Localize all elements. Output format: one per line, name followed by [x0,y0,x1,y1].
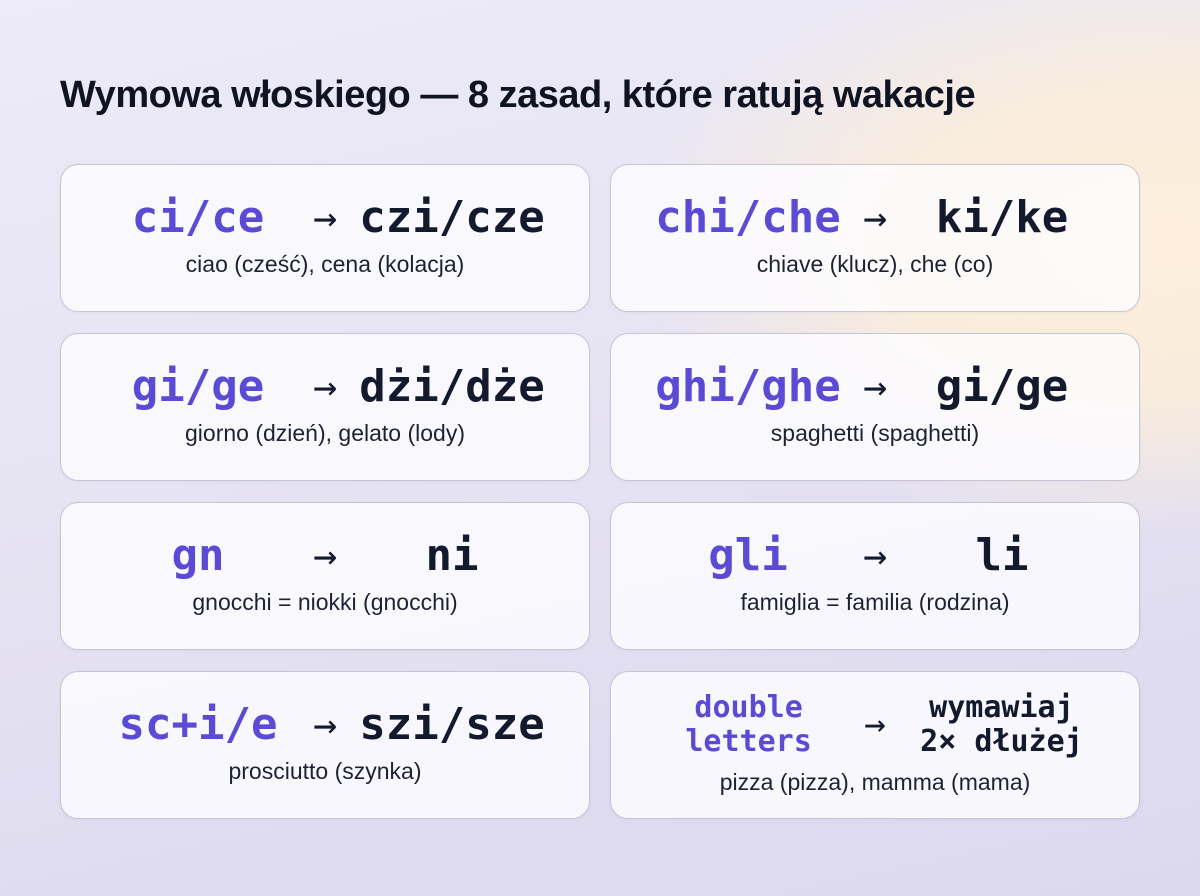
rule-example: giorno (dzień), gelato (lody) [185,420,465,447]
rule-result: czi/cze [359,191,545,243]
page-title: Wymowa włoskiego — 8 zasad, które ratują… [60,74,976,116]
rule-example: famiglia = familia (rodzina) [740,589,1010,616]
rule-result: li [975,529,1029,581]
rule-result: szi/sze [359,698,545,750]
rule-example: chiave (klucz), che (co) [756,251,994,278]
rule-example: prosciutto (szynka) [228,758,422,785]
rule-card-ghi-ghe: ghi/ghe → gi/ge spaghetti (spaghetti) [610,333,1140,481]
rule-row: ghi/ghe → gi/ge [639,360,1111,412]
rule-row: sc+i/e → szi/sze [89,698,561,750]
rule-row: chi/che → ki/ke [639,191,1111,243]
rule-example: gnocchi = niokki (gnocchi) [192,589,458,616]
rule-result: ni [425,529,479,581]
rule-result: ki/ke [935,191,1069,243]
rule-card-gn: gn → ni gnocchi = niokki (gnocchi) [60,502,590,650]
rule-source: gn [171,529,225,581]
rule-row: gn → ni [89,529,561,581]
rule-row: gli → li [639,529,1111,581]
rule-card-gi-ge: gi/ge → dżi/dże giorno (dzień), gelato (… [60,333,590,481]
rule-source: gli [708,529,788,581]
arrow-icon: → [862,363,888,410]
rule-source: chi/che [655,191,841,243]
arrow-icon: → [312,194,338,241]
rule-result: wymawiaj 2× dłużej [920,689,1083,759]
rule-result: dżi/dże [359,360,545,412]
rules-grid: ci/ce → czi/cze ciao (cześć), cena (kola… [60,164,1140,819]
rule-source: ci/ce [131,191,265,243]
rule-row: gi/ge → dżi/dże [89,360,561,412]
rule-row: double letters → wymawiaj 2× dłużej [639,689,1111,760]
rule-example: pizza (pizza), mamma (mama) [719,768,1031,795]
rule-source: sc+i/e [118,698,278,750]
rule-source: ghi/ghe [655,360,841,412]
rule-example: spaghetti (spaghetti) [770,420,980,447]
arrow-icon: → [864,704,886,746]
arrow-icon: → [312,532,338,579]
rule-example: ciao (cześć), cena (kolacja) [185,251,465,278]
arrow-icon: → [312,701,338,748]
rule-card-gli: gli → li famiglia = familia (rodzina) [610,502,1140,650]
rule-card-sc-i-e: sc+i/e → szi/sze prosciutto (szynka) [60,671,590,819]
rule-source: double letters [685,689,812,759]
arrow-icon: → [862,532,888,579]
rule-card-ci-ce: ci/ce → czi/cze ciao (cześć), cena (kola… [60,164,590,312]
rule-card-double-letters: double letters → wymawiaj 2× dłużej pizz… [610,671,1140,819]
arrow-icon: → [312,363,338,410]
rule-source: gi/ge [131,360,265,412]
rule-row: ci/ce → czi/cze [89,191,561,243]
arrow-icon: → [862,194,888,241]
rule-result: gi/ge [935,360,1069,412]
rule-card-chi-che: chi/che → ki/ke chiave (klucz), che (co) [610,164,1140,312]
